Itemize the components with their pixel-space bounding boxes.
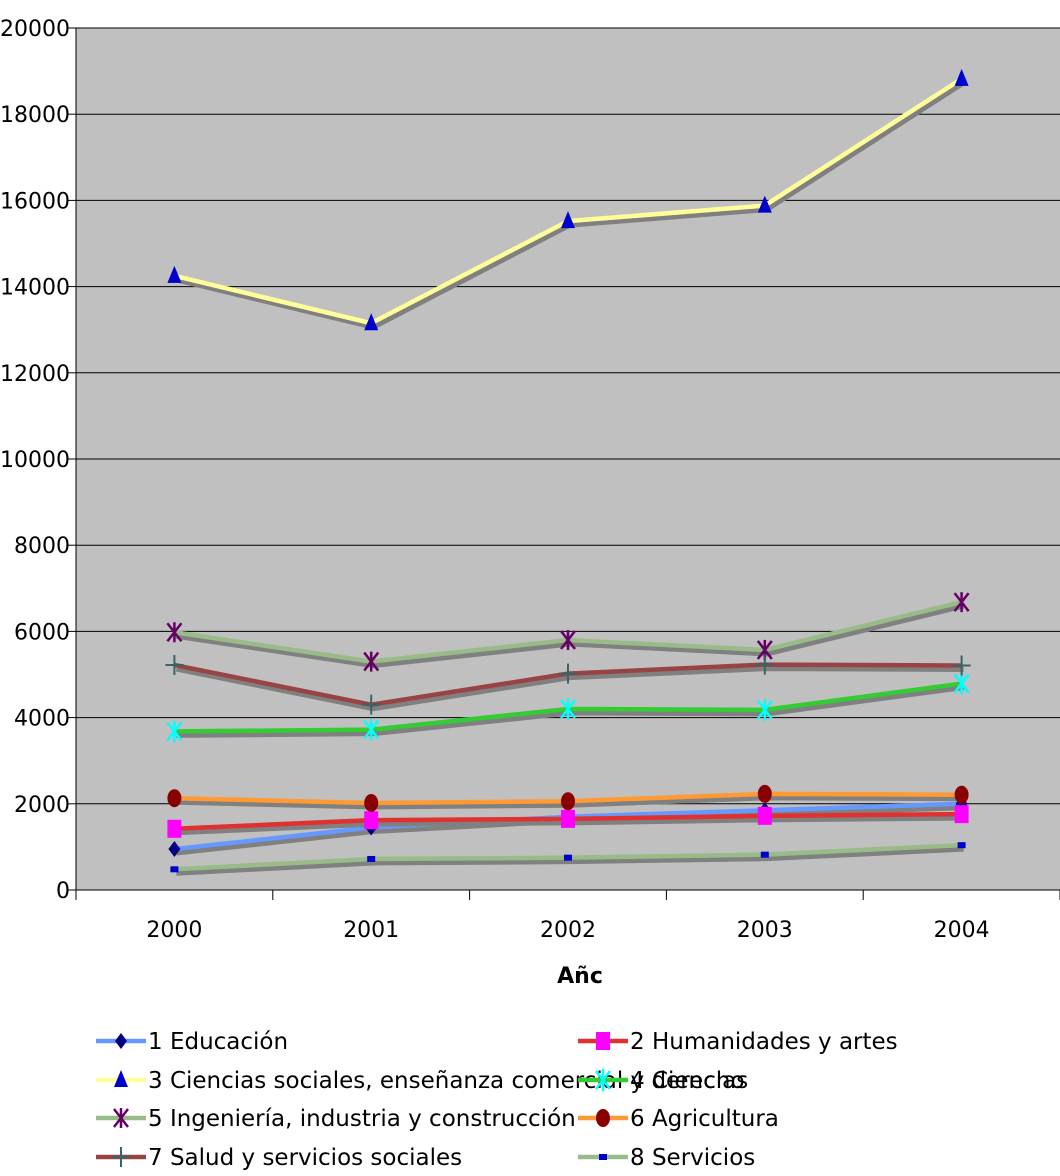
y-tick-label: 20000 — [0, 17, 70, 42]
data-point — [559, 663, 577, 684]
legend-marker — [115, 1033, 127, 1049]
x-tick-label: 2004 — [934, 918, 990, 943]
y-axis-ticks: 0 2000 4000 6000 8000 10000 12000 14000 16000 180… — [0, 17, 76, 904]
data-point — [561, 809, 575, 828]
data-point — [564, 854, 572, 861]
legend-label: 6 Agricultura — [630, 1106, 779, 1132]
legend-item: 4 Ciencias — [578, 1068, 748, 1094]
data-point — [757, 784, 772, 803]
series-6 — [167, 784, 969, 812]
series-line-shadow — [176, 846, 964, 876]
series-5 — [166, 592, 970, 672]
data-point — [952, 655, 971, 676]
y-tick-label: 10000 — [0, 448, 70, 473]
data-point — [167, 789, 182, 808]
legend-item: 8 Servicios — [578, 1145, 755, 1171]
legend-item: 6 Agricultura — [578, 1106, 779, 1132]
data-point — [560, 697, 576, 720]
x-axis-title: Añc — [557, 964, 603, 989]
data-point — [760, 851, 769, 858]
data-point — [953, 592, 970, 613]
series-8 — [170, 842, 966, 876]
legend-label: 7 Salud y servicios sociales — [148, 1145, 462, 1171]
data-point — [957, 842, 966, 849]
x-tick-label: 2000 — [146, 918, 202, 943]
legend-marker — [596, 1032, 610, 1050]
data-point — [168, 841, 181, 858]
y-tick-label: 16000 — [0, 189, 70, 214]
legend: 1 Educación 2 Humanidades y artes 3 Cienci… — [96, 1029, 898, 1171]
data-point — [363, 651, 380, 672]
legend-item: 3 Ciencias sociales, enseñanza comercial… — [96, 1068, 745, 1094]
series-3 — [167, 68, 969, 331]
data-point — [364, 811, 379, 830]
data-point — [560, 630, 576, 651]
legend-label: 4 Ciencias — [630, 1068, 748, 1094]
y-tick-label: 6000 — [14, 620, 70, 645]
x-axis-ticks: 2000 2001 2002 2003 2004 — [75, 890, 1060, 943]
data-point — [756, 698, 773, 721]
legend-item: 1 Educación — [96, 1029, 288, 1055]
data-point — [364, 793, 379, 812]
data-point — [561, 792, 575, 811]
legend-label: 3 Ciencias sociales, enseñanza comercial… — [148, 1068, 745, 1094]
data-point — [757, 806, 772, 825]
legend-marker — [595, 1069, 611, 1091]
data-point — [757, 195, 772, 213]
y-tick-label: 14000 — [0, 276, 70, 301]
data-point — [755, 654, 774, 675]
data-point — [167, 265, 182, 283]
y-tick-label: 12000 — [0, 362, 70, 387]
legend-label: 5 Ingeniería, industria y construcción — [148, 1106, 576, 1132]
data-point — [165, 655, 184, 676]
legend-label: 1 Educación — [148, 1029, 288, 1055]
data-point — [167, 819, 182, 838]
data-point — [954, 805, 969, 824]
data-point — [367, 855, 376, 862]
y-tick-label: 18000 — [0, 103, 70, 128]
series-7 — [165, 654, 971, 715]
series-line-shadow — [175, 666, 964, 712]
data-series — [165, 68, 971, 876]
x-tick-label: 2002 — [540, 918, 596, 943]
data-point — [561, 211, 575, 229]
y-tick-label: 0 — [56, 879, 70, 904]
series-4 — [166, 672, 970, 743]
series-2 — [167, 805, 969, 838]
legend-marker — [112, 1147, 130, 1167]
x-tick-label: 2001 — [343, 918, 399, 943]
data-point — [363, 718, 380, 741]
data-point — [170, 866, 179, 873]
legend-marker — [114, 1070, 128, 1087]
data-point — [954, 68, 969, 86]
legend-item: 5 Ingeniería, industria y construcción — [96, 1106, 576, 1132]
legend-marker — [599, 1154, 607, 1160]
data-point — [362, 694, 381, 715]
legend-label: 8 Servicios — [630, 1145, 755, 1171]
y-tick-label: 8000 — [14, 534, 70, 559]
legend-label: 2 Humanidades y artes — [630, 1029, 898, 1055]
legend-marker — [113, 1108, 129, 1128]
legend-item: 7 Salud y servicios sociales — [96, 1145, 462, 1171]
legend-marker — [596, 1109, 610, 1127]
data-point — [166, 622, 183, 643]
data-point — [166, 720, 183, 743]
y-tick-label: 2000 — [14, 793, 70, 818]
data-point — [954, 785, 969, 804]
data-point — [953, 672, 970, 695]
x-tick-label: 2003 — [737, 918, 793, 943]
y-tick-label: 4000 — [14, 707, 70, 732]
legend-item: 2 Humanidades y artes — [578, 1029, 898, 1055]
data-point — [364, 313, 379, 331]
